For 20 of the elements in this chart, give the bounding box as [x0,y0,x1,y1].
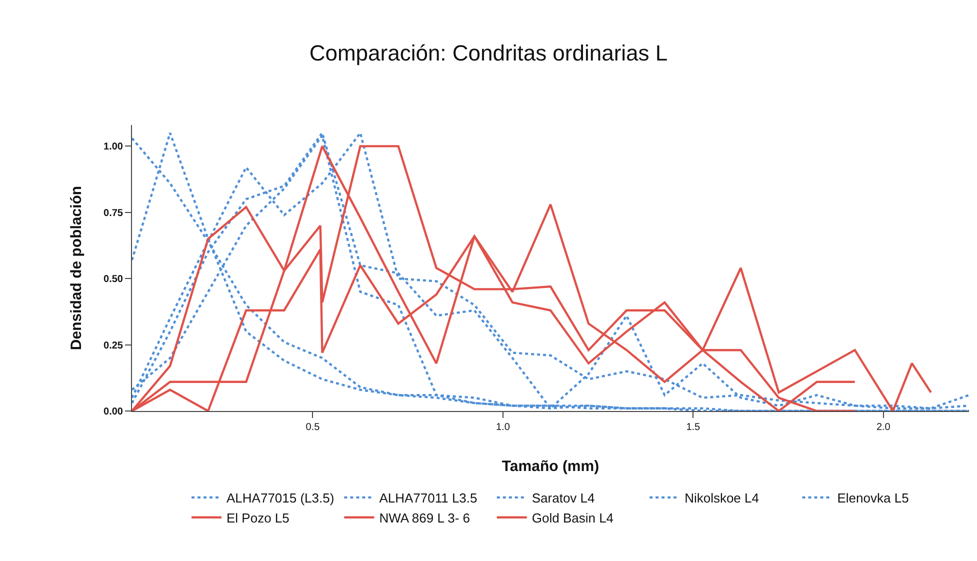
y-tick-label: 0.50 [104,274,124,286]
x-axis-title: Tamaño (mm) [502,458,600,475]
x-tick-label: 0.5 [306,422,320,433]
legend-label: El Pozo L5 [226,510,290,526]
y-tick-label: 0.75 [104,208,124,219]
x-tick-label: 1.0 [496,422,510,433]
legend-label: NWA 869 L 3- 6 [379,510,470,526]
legend-label: Elenovka L5 [837,490,909,506]
legend-label: Gold Basin L4 [532,510,614,526]
legend-label: Saratov L4 [532,490,595,506]
chart-title: Comparación: Condritas ordinarias L [309,40,668,66]
x-tick-label: 1.5 [686,422,701,433]
y-tick-label: 0.00 [104,406,124,418]
x-tick-label: 2.0 [876,422,891,433]
legend-label: Nikolskoe L4 [684,490,759,506]
y-tick-label: 1.00 [104,142,124,153]
y-tick-label: 0.25 [104,340,124,352]
y-axis-title: Densidad de población [68,186,85,350]
legend-label: ALHA77011 L3.5 [379,490,478,506]
legend-label: ALHA77015 (L3.5) [226,490,334,506]
